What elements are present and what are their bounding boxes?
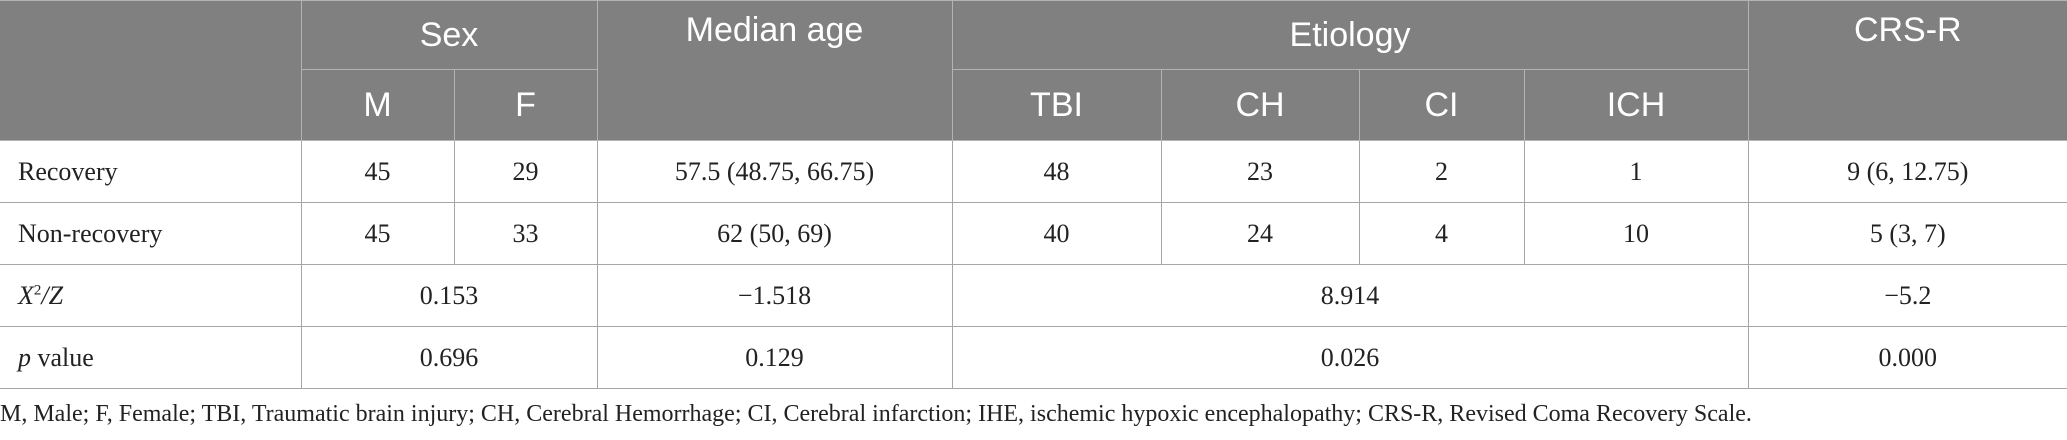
table-row: Non-recovery 45 33 62 (50, 69) 40 24 4 1… <box>0 202 2067 265</box>
table-row: X2/Z 0.153 −1.518 8.914 −5.2 <box>0 264 2067 327</box>
cell-age: 57.5 (48.75, 66.75) <box>596 140 953 203</box>
cell-tbi: 40 <box>951 202 1162 265</box>
cell-ich: 1 <box>1523 140 1749 203</box>
header-etiology: Etiology <box>951 0 1749 70</box>
header-row-1: Sex Median age Etiology CRS-R <box>0 0 2067 141</box>
table-footnote: M, Male; F, Female; TBI, Traumatic brain… <box>0 401 1752 427</box>
cell-ich: 10 <box>1523 202 1749 265</box>
row-label: Recovery <box>0 140 302 203</box>
stat-symbol: X <box>18 280 34 310</box>
cell-m: 45 <box>300 140 455 203</box>
cell-m: 45 <box>300 202 455 265</box>
row-label-stat: X2/Z <box>0 264 302 327</box>
header-median-age: Median age <box>596 0 953 141</box>
p-symbol: p <box>18 342 31 372</box>
header-sex: Sex <box>300 0 598 70</box>
header-crsr: CRS-R <box>1747 0 2067 141</box>
p-label-rest: value <box>31 342 94 372</box>
row-label-p: p value <box>0 326 302 389</box>
header-tbi: TBI <box>951 69 1162 141</box>
cell-crsr: 5 (3, 7) <box>1747 202 2067 265</box>
cell-age-stat: −1.518 <box>596 264 953 327</box>
header-m: M <box>300 69 455 141</box>
cell-sex-p: 0.696 <box>300 326 598 389</box>
stat-superscript: 2 <box>33 281 42 298</box>
stat-symbol-rest: /Z <box>41 280 64 310</box>
table-row: Recovery 45 29 57.5 (48.75, 66.75) 48 23… <box>0 140 2067 203</box>
cell-age-p: 0.129 <box>596 326 953 389</box>
results-table: Sex Median age Etiology CRS-R M F TBI CH… <box>0 0 2067 389</box>
cell-f: 33 <box>453 202 598 265</box>
cell-etiology-p: 0.026 <box>951 326 1749 389</box>
header-ich: ICH <box>1523 69 1749 141</box>
cell-crsr-p: 0.000 <box>1747 326 2067 389</box>
cell-tbi: 48 <box>951 140 1162 203</box>
header-ch: CH <box>1160 69 1360 141</box>
cell-age: 62 (50, 69) <box>596 202 953 265</box>
cell-ch: 24 <box>1160 202 1360 265</box>
cell-ci: 2 <box>1358 140 1525 203</box>
header-ci: CI <box>1358 69 1525 141</box>
cell-etiology-stat: 8.914 <box>951 264 1749 327</box>
header-f: F <box>453 69 598 141</box>
table-row: p value 0.696 0.129 0.026 0.000 <box>0 326 2067 389</box>
header-row-2: M F TBI CH CI ICH <box>0 69 2067 141</box>
cell-ci: 4 <box>1358 202 1525 265</box>
row-label: Non-recovery <box>0 202 302 265</box>
cell-crsr: 9 (6, 12.75) <box>1747 140 2067 203</box>
cell-ch: 23 <box>1160 140 1360 203</box>
cell-f: 29 <box>453 140 598 203</box>
corner-cell <box>0 0 302 141</box>
cell-sex-stat: 0.153 <box>300 264 598 327</box>
cell-crsr-stat: −5.2 <box>1747 264 2067 327</box>
